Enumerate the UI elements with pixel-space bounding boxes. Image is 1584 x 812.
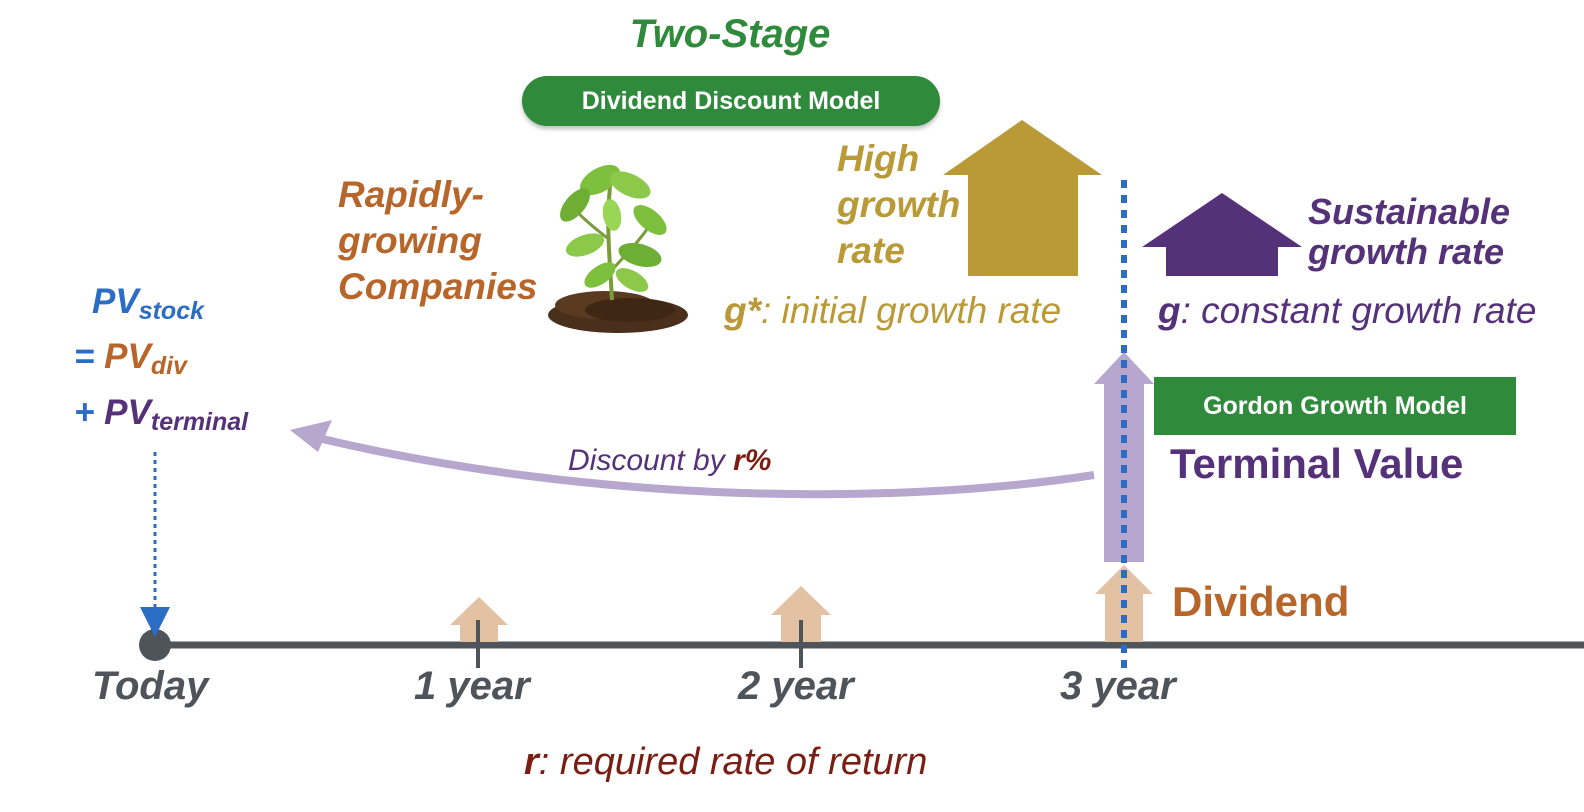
diagram-title: Two-Stage (629, 12, 831, 56)
tick-label-today: Today (92, 664, 209, 708)
rapid-growth-label: Rapidly- growing Companies (338, 172, 537, 310)
tick-label-3-year: 3 year (1060, 664, 1176, 708)
today-dot (139, 629, 171, 661)
pv-plus: + (74, 393, 105, 432)
discount-prefix: Discount by (568, 444, 734, 477)
pv-div-line: = PVdiv (74, 337, 187, 381)
dividend-label: Dividend (1172, 578, 1350, 625)
sustainable-growth-label: Sustainable growth rate (1308, 192, 1510, 272)
required-rate: r: required rate of return (524, 741, 927, 784)
pv-stock: PVstock (92, 282, 204, 326)
high-growth-label: High growth rate (837, 136, 960, 274)
terminal-value-label: Terminal Value (1170, 440, 1464, 487)
high-growth-arrow (943, 120, 1102, 276)
dividend-arrow-2 (771, 586, 831, 642)
required-rate-symbol: r (524, 741, 539, 783)
initial-rate-symbol: g* (724, 290, 761, 331)
dividend-arrow-1 (450, 597, 508, 642)
pv-term-sub: terminal (150, 408, 249, 436)
sust-line-2: growth rate (1308, 231, 1505, 272)
pv-term-main: PV (104, 393, 151, 432)
discount-rate: r% (733, 444, 772, 477)
sustainable-growth-arrow (1142, 193, 1302, 276)
discount-arrow (317, 434, 1095, 499)
tick-label-1-year: 1 year (414, 664, 530, 708)
rapid-line-1: Rapidly- (338, 174, 484, 215)
sprout-icon (548, 164, 688, 333)
discount-arrowhead (290, 420, 332, 452)
discount-label: Discount by r% (568, 444, 771, 478)
high-line-3: rate (837, 230, 905, 271)
sust-line-1: Sustainable (1308, 191, 1511, 232)
pv-eq: = (74, 337, 105, 376)
pv-stock-sub: stock (138, 297, 205, 325)
initial-growth-rate: g*: initial growth rate (724, 290, 1061, 332)
constant-rate-symbol: g (1158, 290, 1181, 331)
rapid-line-2: growing (338, 220, 482, 261)
high-line-1: High (837, 138, 920, 179)
pv-div-sub: div (150, 352, 187, 380)
gordon-growth-box: Gordon Growth Model (1154, 377, 1516, 435)
pv-div-main: PV (104, 337, 151, 376)
rapid-line-3: Companies (338, 266, 538, 307)
pv-terminal-line: + PVterminal (74, 393, 248, 437)
tick-label-2-year: 2 year (738, 664, 854, 708)
constant-growth-rate: g: constant growth rate (1158, 290, 1536, 332)
model-pill: Dividend Discount Model (522, 76, 940, 126)
high-line-2: growth (837, 184, 961, 225)
pv-stock-main: PV (92, 282, 139, 321)
initial-rate-text: : initial growth rate (761, 290, 1062, 331)
constant-rate-text: : constant growth rate (1180, 290, 1537, 331)
required-rate-text: : required rate of return (538, 741, 928, 783)
